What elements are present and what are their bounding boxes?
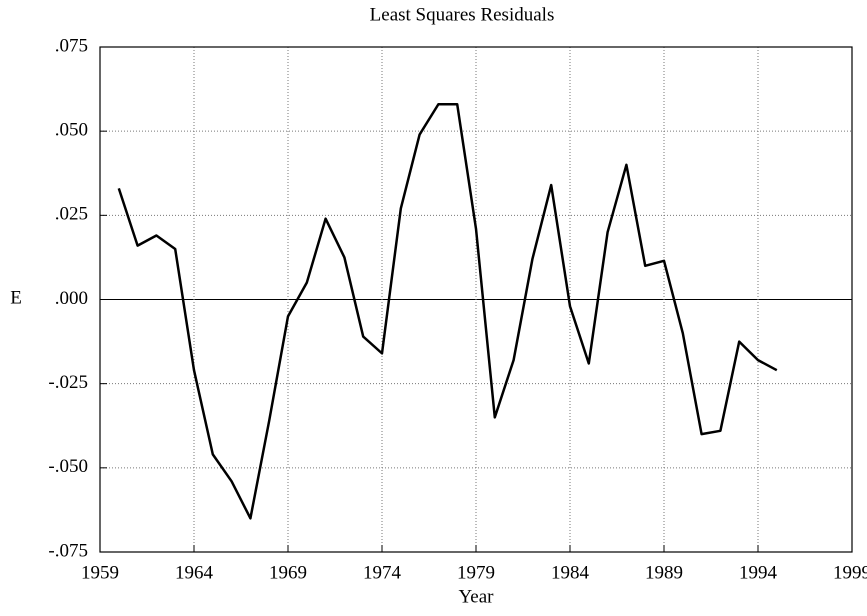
x-tick-label: 1964 [175,562,214,583]
chart-title: Least Squares Residuals [370,4,555,25]
y-axis-label: E [10,287,22,308]
x-tick-label: 1974 [363,562,402,583]
data-line [117,102,778,520]
x-axis-label: Year [458,586,494,607]
y-tick-label: .025 [55,204,88,225]
y-tick-label: .050 [55,120,88,141]
plot-frame [99,46,853,553]
x-tick-label: 1959 [81,562,119,583]
x-tick-label: 1994 [739,562,778,583]
y-tick-label: -.050 [48,456,88,477]
x-tick-label: 1989 [645,562,683,583]
y-tick-label: -.075 [48,540,88,561]
x-tick-label: 1999 [833,562,867,583]
x-tick-label: 1984 [551,562,590,583]
y-tick-label: .000 [55,288,88,309]
x-tick-label: 1969 [269,562,307,583]
y-tick-label: .075 [55,35,88,56]
x-tick-label: 1979 [457,562,495,583]
y-tick-label: -.025 [48,372,88,393]
